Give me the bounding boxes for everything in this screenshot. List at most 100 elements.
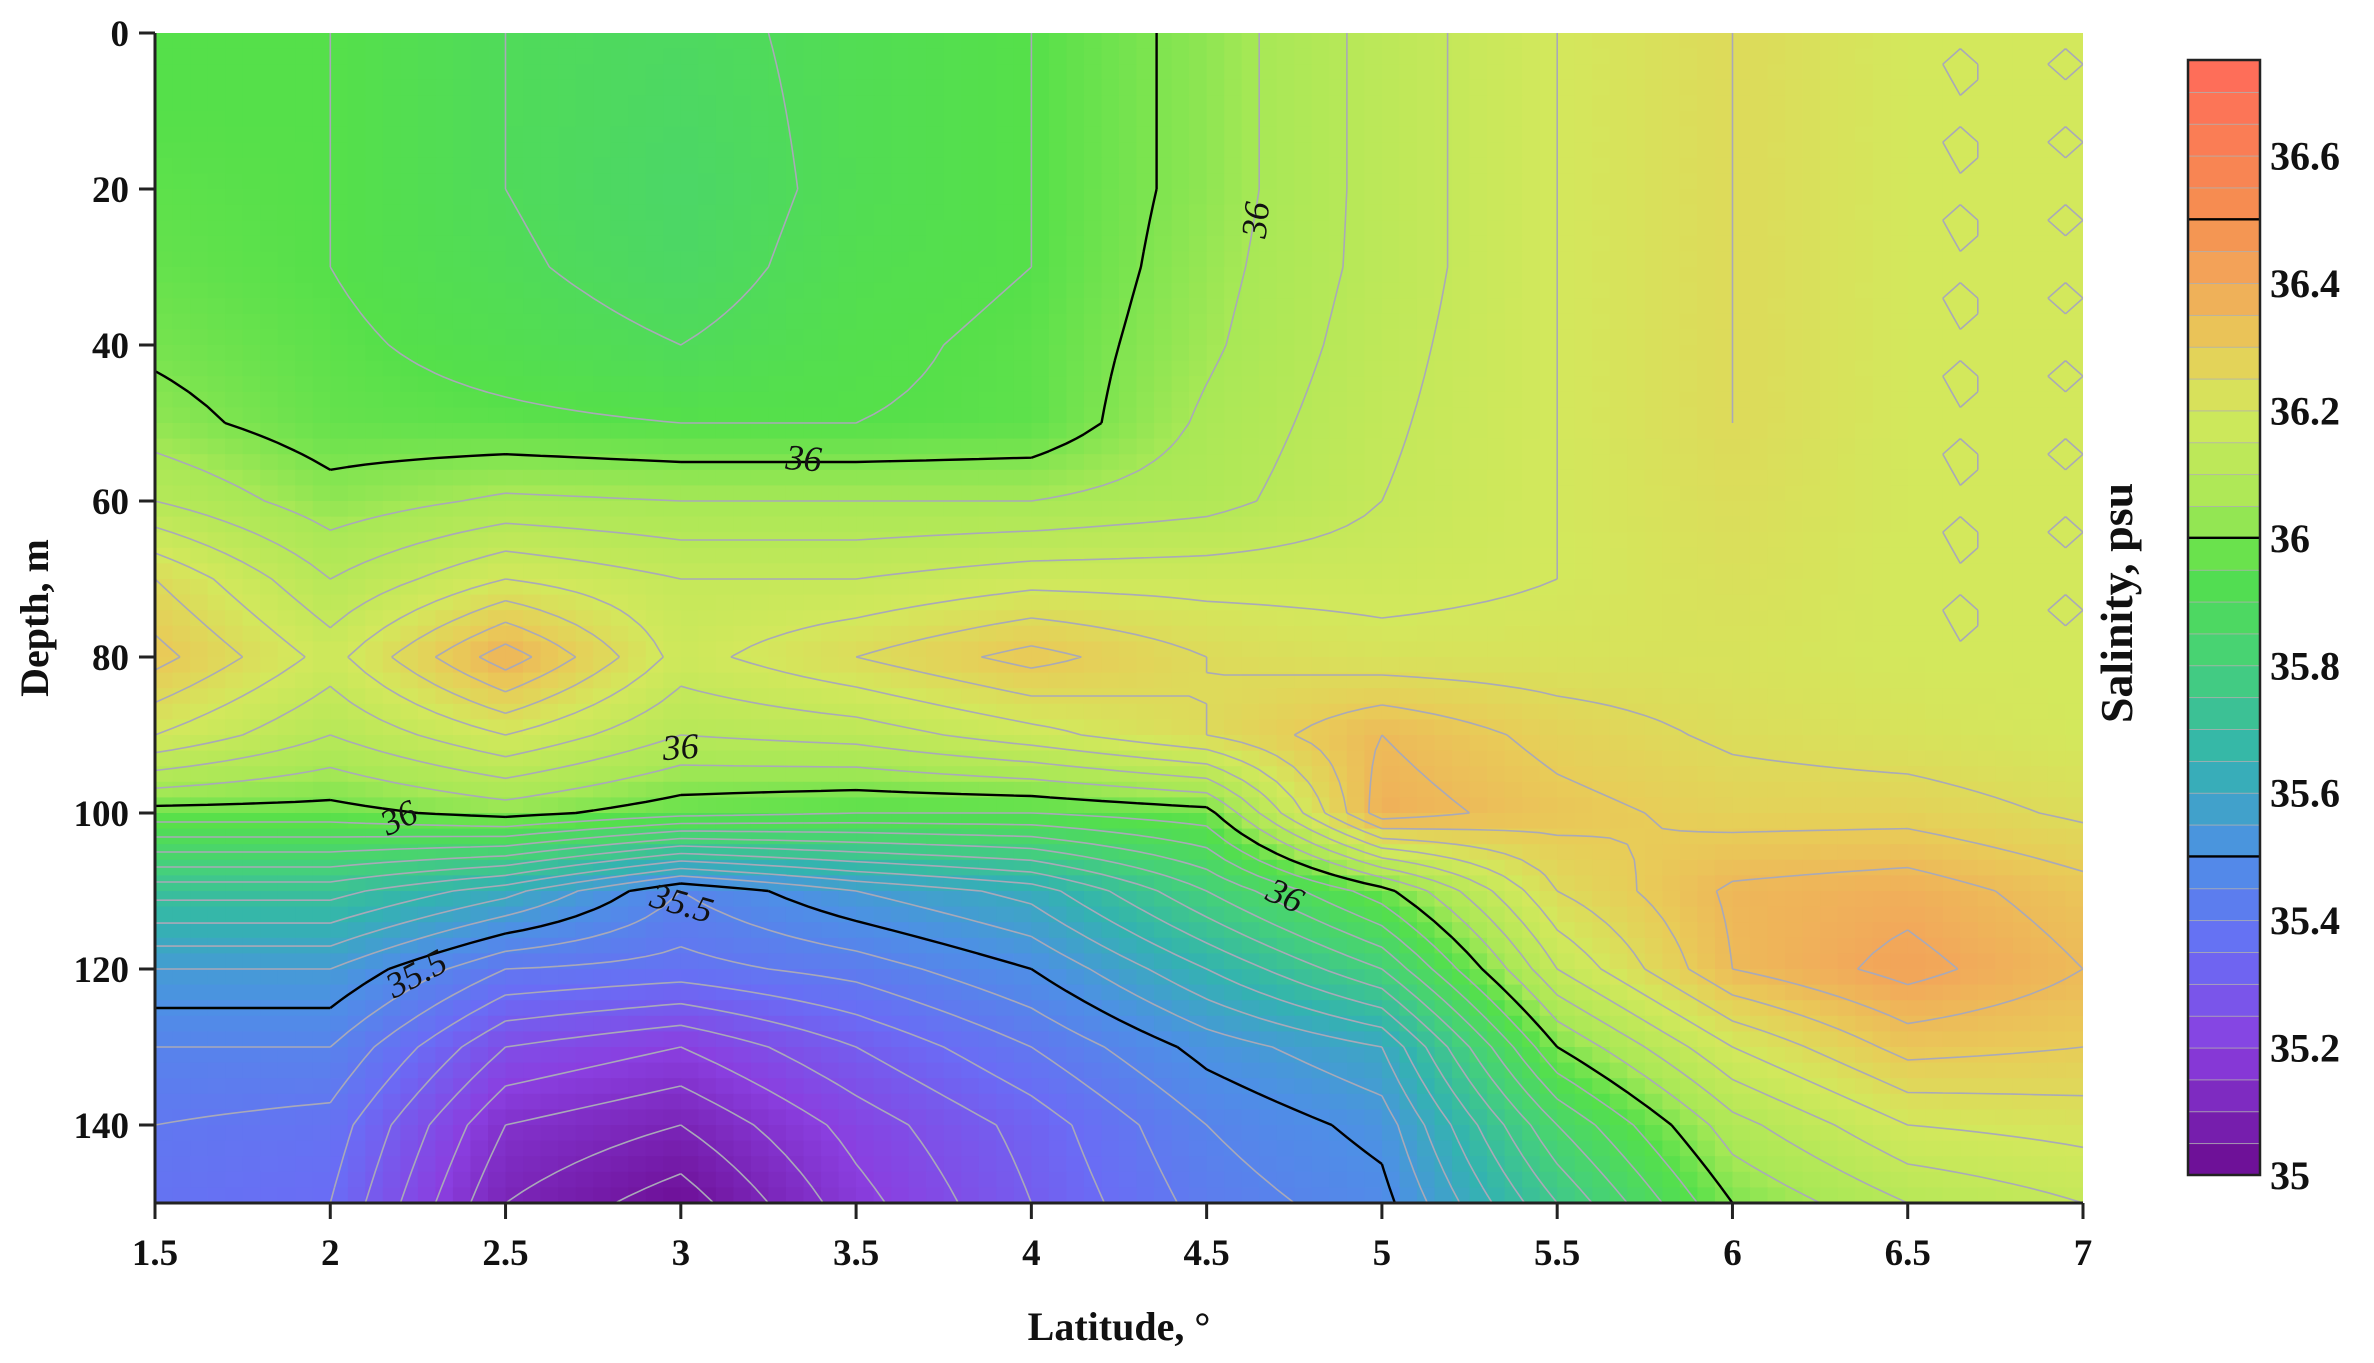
salinity-cell: [382, 516, 401, 533]
salinity-cell: [821, 438, 840, 455]
salinity-cell: [488, 64, 507, 81]
salinity-cell: [295, 641, 314, 658]
salinity-cell: [1644, 298, 1663, 315]
salinity-cell: [1434, 126, 1453, 143]
salinity-cell: [260, 220, 279, 237]
salinity-cell: [1364, 173, 1383, 190]
salinity-cell: [1259, 610, 1278, 627]
salinity-cell: [540, 79, 559, 96]
salinity-cell: [996, 501, 1015, 518]
salinity-cell: [996, 423, 1015, 440]
salinity-cell: [1013, 423, 1032, 440]
salinity-cell: [1574, 33, 1593, 50]
salinity-cell: [733, 719, 752, 736]
salinity-cell: [1925, 95, 1944, 112]
salinity-cell: [172, 298, 191, 315]
salinity-cell: [1732, 672, 1751, 689]
salinity-cell: [452, 547, 472, 564]
salinity-cell: [1119, 111, 1138, 128]
salinity-cell: [1627, 454, 1646, 471]
salinity-cell: [1083, 298, 1103, 315]
salinity-cell: [768, 516, 787, 533]
salinity-cell: [295, 438, 314, 455]
salinity-cell: [575, 345, 594, 362]
salinity-cell: [1539, 313, 1558, 330]
salinity-cell: [785, 220, 805, 237]
salinity-cell: [1592, 516, 1611, 533]
salinity-cell: [803, 282, 822, 299]
salinity-cell: [1837, 251, 1856, 268]
salinity-cell: [1627, 298, 1646, 315]
salinity-cell: [1171, 329, 1190, 346]
salinity-cell: [733, 360, 752, 377]
salinity-cell: [1714, 313, 1734, 330]
salinity-cell: [593, 625, 612, 642]
salinity-cell: [1469, 111, 1488, 128]
salinity-cell: [1031, 501, 1050, 518]
salinity-cell: [260, 157, 279, 174]
salinity-cell: [1189, 625, 1208, 642]
salinity-cell: [1539, 79, 1558, 96]
salinity-cell: [365, 220, 384, 237]
salinity-cell: [715, 501, 734, 518]
salinity-cell: [1434, 220, 1453, 237]
salinity-cell: [996, 220, 1015, 237]
salinity-cell: [260, 407, 279, 424]
salinity-cell: [1697, 189, 1716, 206]
salinity-cell: [2012, 579, 2032, 596]
salinity-cell: [1469, 345, 1488, 362]
salinity-cell: [1259, 360, 1278, 377]
salinity-cell: [1329, 220, 1348, 237]
salinity-cell: [961, 501, 980, 518]
salinity-cell: [1697, 501, 1716, 518]
salinity-cell: [347, 391, 366, 408]
salinity-cell: [417, 282, 437, 299]
salinity-cell: [400, 298, 419, 315]
salinity-cell: [417, 579, 437, 596]
salinity-cell: [1346, 173, 1365, 190]
salinity-cell: [1416, 111, 1436, 128]
salinity-cell: [1276, 267, 1295, 284]
salinity-cell: [1662, 64, 1681, 81]
salinity-cell: [1662, 313, 1681, 330]
salinity-cell: [190, 251, 209, 268]
salinity-cell: [908, 454, 927, 471]
salinity-cell: [856, 345, 875, 362]
salinity-cell: [978, 345, 997, 362]
salinity-cell: [260, 454, 279, 471]
salinity-cell: [750, 610, 770, 627]
salinity-cell: [1311, 111, 1330, 128]
salinity-cell: [1294, 594, 1313, 611]
salinity-cell: [470, 220, 489, 237]
salinity-cell: [417, 204, 437, 221]
salinity-cell: [1539, 501, 1558, 518]
salinity-cell: [1346, 485, 1365, 502]
salinity-cell: [1487, 579, 1506, 596]
salinity-cell: [1574, 111, 1593, 128]
salinity-cell: [1399, 142, 1418, 159]
salinity-cell: [1574, 594, 1593, 611]
salinity-cell: [1294, 703, 1313, 720]
salinity-cell: [926, 95, 945, 112]
salinity-cell: [821, 407, 840, 424]
salinity-cell: [2047, 235, 2067, 252]
salinity-cell: [1048, 703, 1068, 720]
salinity-cell: [1136, 485, 1155, 502]
salinity-cell: [1907, 33, 1926, 50]
salinity-cell: [1644, 376, 1663, 393]
salinity-cell: [1592, 563, 1611, 580]
salinity-cell: [347, 407, 366, 424]
salinity-cell: [1434, 204, 1453, 221]
salinity-cell: [523, 33, 542, 50]
salinity-cell: [1487, 189, 1506, 206]
salinity-cell: [996, 672, 1015, 689]
salinity-cell: [1627, 329, 1646, 346]
salinity-cell: [1732, 719, 1751, 736]
salinity-cell: [1872, 454, 1891, 471]
salinity-cell: [821, 657, 840, 674]
salinity-cell: [593, 594, 612, 611]
salinity-cell: [1802, 703, 1821, 720]
salinity-cell: [1995, 64, 2014, 81]
salinity-cell: [891, 173, 910, 190]
salinity-cell: [523, 282, 542, 299]
